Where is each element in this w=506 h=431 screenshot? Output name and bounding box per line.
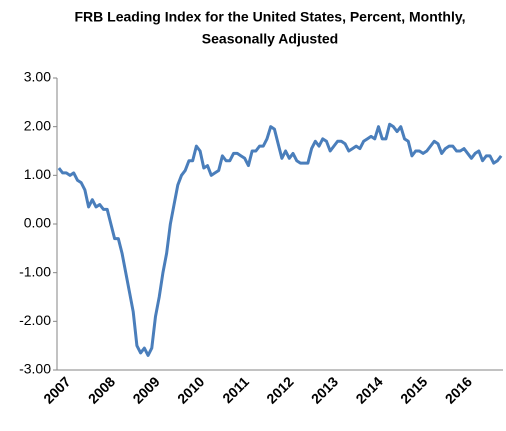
y-tick-label: 3.00 [24, 69, 51, 85]
y-tick-label: 0.00 [24, 215, 51, 231]
data-line [57, 122, 503, 357]
chart-title: FRB Leading Index for the United States,… [74, 9, 465, 25]
x-tick-label: 2012 [263, 373, 296, 406]
x-tick-label: 2015 [397, 373, 430, 406]
y-tick-label: -2.00 [19, 312, 51, 328]
x-tick-label: 2013 [308, 373, 341, 406]
x-tick-label: 2008 [85, 373, 118, 406]
x-tick-label: 2009 [129, 373, 162, 406]
x-tick-label: 2007 [40, 373, 73, 406]
y-tick-label: -3.00 [19, 361, 51, 377]
x-tick-label: 2014 [352, 373, 385, 406]
chart-title: Seasonally Adjusted [202, 31, 338, 47]
x-tick-label: 2011 [219, 373, 252, 406]
y-tick-label: -1.00 [19, 263, 51, 279]
x-tick-label: 2016 [442, 373, 475, 406]
y-tick-label: 1.00 [24, 166, 51, 182]
x-tick-label: 2010 [174, 373, 207, 406]
y-tick-label: 2.00 [24, 117, 51, 133]
